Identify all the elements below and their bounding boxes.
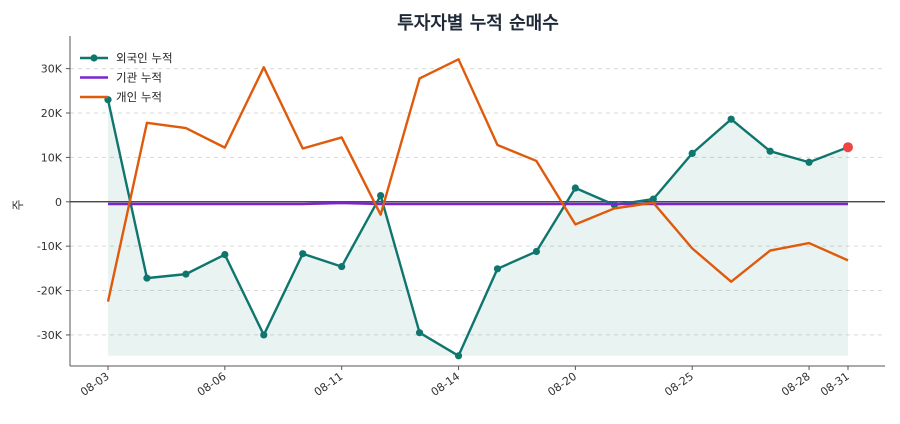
y-tick-label: -30K [37, 329, 63, 342]
x-tick-label: 08-25 [662, 370, 696, 399]
data-point [143, 274, 151, 282]
data-point [649, 195, 657, 203]
legend-label: 개인 누적 [116, 90, 162, 104]
y-axis-label: 주 [11, 199, 25, 210]
y-tick-label: -20K [37, 285, 63, 298]
series-layer [104, 58, 853, 360]
legend-label: 기관 누적 [116, 71, 162, 85]
y-tick-label: 0 [55, 196, 62, 209]
x-tick-label: 08-03 [78, 370, 112, 399]
data-point [338, 262, 346, 271]
data-point [454, 352, 463, 360]
data-point [299, 250, 307, 258]
x-tick-label: 08-06 [195, 370, 229, 399]
data-point [805, 158, 813, 166]
data-point [727, 115, 735, 123]
data-point [688, 149, 696, 158]
y-tick-label: 10K [41, 151, 63, 164]
data-point [221, 250, 229, 259]
data-point [415, 329, 424, 337]
y-tick-label: 20K [41, 107, 63, 120]
chart-title: 투자자별 누적 순매수 [397, 13, 559, 34]
y-tick-label: -10K [37, 240, 63, 253]
series-fill-area [108, 99, 848, 356]
x-tick-label: 08-20 [545, 370, 579, 399]
series-line [106, 58, 849, 302]
fill-layer [108, 99, 848, 356]
last-point-marker [843, 142, 853, 153]
data-point [377, 191, 385, 200]
data-point [493, 265, 502, 273]
x-tick-label: 08-14 [429, 370, 463, 399]
data-point [766, 147, 774, 155]
x-tick-label: 08-28 [779, 370, 813, 399]
data-point [532, 247, 541, 256]
x-tick-label: 08-11 [312, 370, 346, 399]
series-line [108, 201, 848, 206]
x-tick-label: 08-31 [818, 370, 852, 399]
data-point [260, 331, 268, 339]
series-line [106, 99, 849, 357]
legend-marker [90, 54, 98, 62]
legend-label: 외국인 누적 [116, 51, 173, 65]
data-point [182, 270, 190, 278]
y-tick-label: 30K [41, 63, 63, 76]
data-point [571, 184, 579, 192]
